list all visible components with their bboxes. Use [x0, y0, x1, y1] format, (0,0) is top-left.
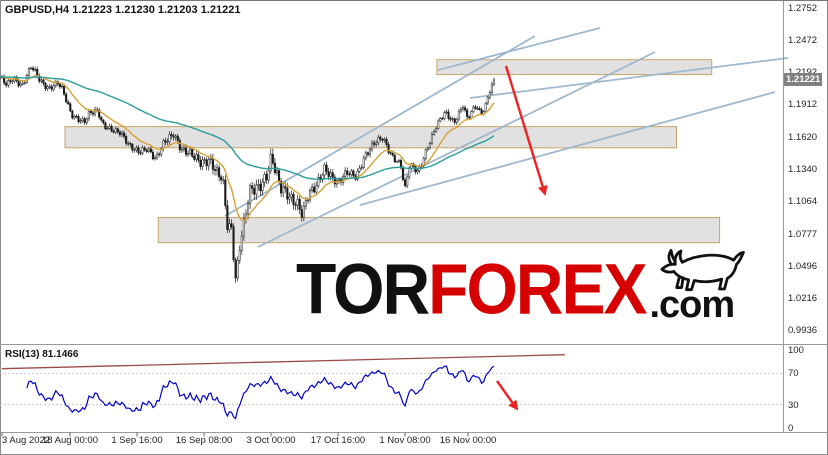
time-tick-label: 17 Oct 16:00 — [310, 435, 366, 446]
price-tick-label: 1.2192 — [788, 67, 817, 78]
price-tick-label: 1.1620 — [788, 132, 818, 144]
rsi-scale-label: 0 — [788, 423, 794, 434]
price-tick-label: 1.1064 — [788, 196, 818, 208]
price-tick-label: 1.1340 — [788, 164, 818, 176]
time-tick-label: 16 Sep 08:00 — [175, 435, 233, 446]
rsi-scale-label: 100 — [788, 345, 804, 356]
time-axis[interactable]: 3 Aug 2022 18 Aug 00:00 1 Sep 16:00 16 Sep … — [0, 435, 786, 453]
symbol-ohlc-label: GBPUSD,H4 1.21223 1.21230 1.21203 1.2122… — [5, 4, 241, 16]
price-axis[interactable]: 1.2752 1.2472 1.2192 1.1912 1.1620 1.1340 1.10… — [786, 0, 828, 455]
time-tick-label: 3 Oct 00:00 — [246, 435, 296, 446]
price-tick-label: 1.0496 — [788, 260, 818, 272]
time-tick-label: 1 Sep 16:00 — [111, 435, 163, 446]
price-tick-label: 0.9936 — [788, 324, 818, 336]
time-tick-label: 16 Nov 00:00 — [439, 435, 497, 446]
time-tick-label: 1 Nov 08:00 — [379, 435, 431, 446]
time-tick-label: 3 Aug 2022 — [2, 435, 51, 446]
rsi-scale-label: 70 — [788, 368, 799, 380]
price-tick-label: 1.1912 — [788, 99, 818, 111]
current-price-badge: 1.21221 — [784, 73, 823, 87]
price-tick-label: 1.2752 — [788, 3, 818, 14]
price-tick-label: 1.2472 — [788, 35, 818, 47]
price-tick-label: 1.0777 — [788, 228, 818, 240]
time-tick-label: 18 Aug 00:00 — [42, 435, 98, 446]
price-tick-label: 1.0216 — [788, 292, 818, 304]
rsi-scale-label: 30 — [788, 399, 799, 411]
rsi-indicator-label: RSI(13) 81.1466 — [5, 349, 79, 360]
